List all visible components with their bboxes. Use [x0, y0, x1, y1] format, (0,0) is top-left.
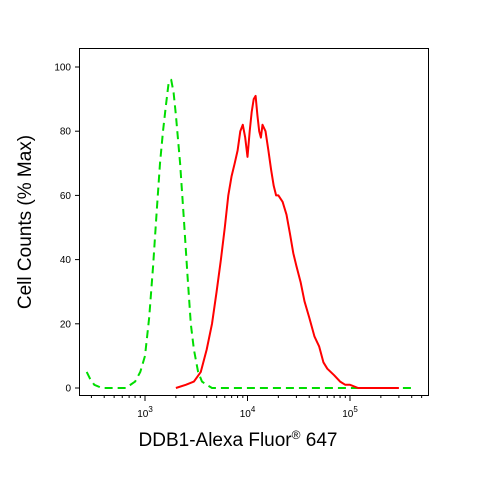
x-tick-base: 10: [137, 409, 149, 420]
x-tick-label: 105: [342, 405, 358, 420]
y-axis-title: Cell Counts (% Max): [15, 135, 36, 309]
series-red-solid: [175, 94, 399, 389]
y-tick-label: 60: [60, 191, 72, 202]
x-tick-exp: 5: [353, 405, 358, 414]
x-tick-exp: 3: [148, 405, 153, 414]
series-layer: [85, 78, 412, 389]
x-axis-title: DDB1-Alexa Fluor® 647: [139, 428, 338, 451]
x-axis-title-sup: ®: [292, 428, 301, 442]
x-tick-label: 104: [240, 405, 256, 420]
y-tick-label: 80: [60, 127, 72, 138]
x-axis-title-main: DDB1-Alexa Fluor: [139, 430, 293, 451]
x-tick-label: 103: [137, 405, 153, 420]
x-tick-base: 10: [240, 409, 252, 420]
y-tick-label: 0: [65, 384, 71, 395]
plot-frame: [79, 48, 429, 396]
x-tick-base: 10: [342, 409, 354, 420]
y-tick-label: 20: [60, 319, 72, 330]
y-tick-label: 100: [54, 63, 71, 74]
y-tick-label: 40: [60, 255, 72, 266]
series-green-dashed: [85, 78, 412, 389]
x-tick-exp: 4: [251, 405, 256, 414]
x-axis-title-tail: 647: [300, 430, 337, 451]
